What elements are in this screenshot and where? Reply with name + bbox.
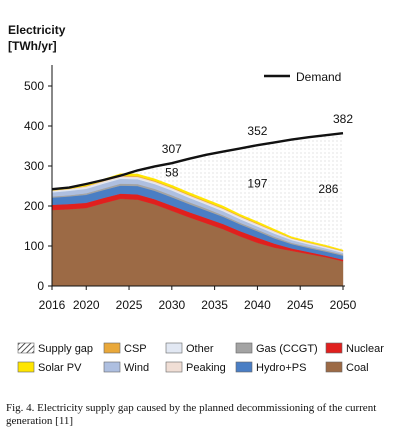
area-solar-pv	[51, 173, 344, 252]
legend-label-wind: Wind	[124, 362, 149, 374]
y-axis-label-line2: [TWh/yr]	[8, 39, 57, 53]
supply-gap-area	[52, 133, 343, 250]
x-tick-label: 2016	[39, 298, 66, 312]
legend: Supply gap CSP Other Gas (CCGT) Nuclear Solar…	[17, 342, 384, 374]
legend-label-peaking: Peaking	[186, 362, 226, 374]
legend-label-other: Other	[186, 343, 214, 355]
y-tick-label: 300	[24, 159, 44, 173]
axes: 0 100 200 300 400 500 2016 2020 2025 2030 2035 2040…	[24, 65, 357, 312]
y-axis-label-line1: Electricity	[8, 23, 66, 37]
demand-line	[51, 132, 344, 191]
legend-label-solar-pv: Solar PV	[38, 362, 82, 374]
y-tick-label: 200	[24, 199, 44, 213]
legend-swatch-solar-pv	[17, 361, 35, 373]
value-label: 382	[333, 112, 353, 126]
legend-label-nuclear: Nuclear	[346, 343, 384, 355]
value-label: 352	[247, 124, 267, 138]
figure-caption: Fig. 4. Electricity supply gap caused by…	[6, 402, 377, 427]
x-tick-label: 2025	[116, 298, 143, 312]
legend-label-gas-ccgt: Gas (CCGT)	[256, 343, 318, 355]
annotations: 307 352 382 58 197 286	[162, 112, 354, 196]
legend-swatch-other	[165, 342, 183, 354]
x-tick-label: 2030	[158, 298, 185, 312]
legend-label-supply-gap: Supply gap	[38, 343, 93, 355]
x-tick-label: 2020	[73, 298, 100, 312]
x-tick-label: 2035	[201, 298, 228, 312]
legend-swatch-peaking	[165, 361, 183, 373]
legend-swatch-hydro-ps	[235, 361, 253, 373]
legend-swatch-coal	[325, 361, 343, 373]
y-tick-label: 400	[24, 119, 44, 133]
legend-swatch-wind	[103, 361, 121, 373]
value-label: 58	[165, 165, 179, 179]
value-label: 307	[162, 142, 182, 156]
y-tick-label: 0	[37, 279, 44, 293]
value-label: 197	[247, 177, 267, 191]
y-tick-label: 100	[24, 239, 44, 253]
legend-swatch-supply-gap	[17, 342, 35, 354]
chart: Electricity [TWh/yr] Demand 0 100 200 300 40…	[8, 23, 384, 374]
x-tick-label: 2050	[330, 298, 357, 312]
value-label: 286	[318, 182, 338, 196]
legend-label-hydro-ps: Hydro+PS	[256, 362, 306, 374]
demand-legend-label: Demand	[296, 70, 341, 84]
x-tick-label: 2045	[287, 298, 314, 312]
legend-label-coal: Coal	[346, 362, 369, 374]
legend-swatch-nuclear	[325, 342, 343, 354]
legend-label-csp: CSP	[124, 343, 147, 355]
legend-swatch-gas-ccgt	[235, 342, 253, 354]
x-tick-label: 2040	[244, 298, 271, 312]
y-tick-label: 500	[24, 79, 44, 93]
plot-area: Demand	[51, 70, 344, 287]
legend-swatch-csp	[103, 342, 121, 354]
